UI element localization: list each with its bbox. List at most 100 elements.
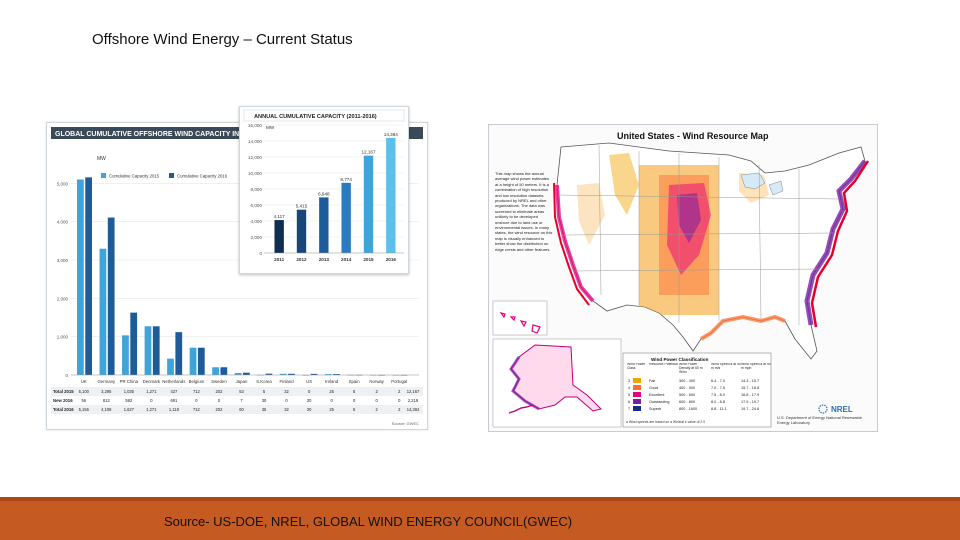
bar-2015-germany	[99, 248, 107, 375]
bar-2016-skorea	[265, 373, 273, 375]
gulf-coast-offshore-band	[699, 314, 786, 341]
legend-speed-ms: 7.0 - 7.5	[711, 386, 725, 390]
x-category-label: Spain	[349, 379, 361, 384]
table-cell: 2,219	[408, 398, 419, 403]
nrel-logo-mark	[818, 404, 828, 414]
west-coast-offshore-edge	[553, 182, 590, 306]
table-cell: 0	[195, 398, 198, 403]
table-cell: 2	[376, 389, 379, 394]
table-cell: 427	[170, 389, 178, 394]
legend-speed-ms: 6.4 - 7.0	[711, 379, 725, 383]
map-description: This map shows the annual average wind p…	[495, 171, 553, 252]
bar-2016-uk	[85, 177, 93, 375]
legend-swatch-class-4	[633, 385, 641, 390]
annual-bar-2011	[274, 220, 284, 253]
annual-y-tick-label: 12,000	[248, 155, 262, 160]
bar-2016-denmark	[152, 326, 160, 375]
table-cell: 2	[398, 407, 401, 412]
annual-bar-2016	[386, 137, 396, 253]
legend-speed-ms: 8.0 - 8.8	[711, 400, 725, 404]
table-cell: 4,108	[101, 407, 112, 412]
table-row	[51, 396, 423, 405]
legend-header: Wind Speed a at 50 m mph	[741, 363, 771, 370]
table-cell: 0	[308, 389, 311, 394]
bar-2016-us	[310, 373, 318, 375]
bar-2015-denmark	[144, 326, 152, 375]
legend-density: 500 - 600	[679, 393, 695, 397]
x-category-label: Germany	[97, 379, 116, 384]
great-lakes-outline	[740, 172, 784, 196]
legend-class: 4	[628, 386, 630, 390]
us-wind-resource-map: United States - Wind Resource Map This m…	[489, 125, 877, 431]
legend-speed-mph: 17.9 - 19.7	[741, 400, 759, 404]
legend-speed-ms: 7.5 - 8.0	[711, 393, 725, 397]
table-cell: 712	[193, 389, 201, 394]
bar-2016-finland	[288, 373, 295, 375]
alaska-inset	[492, 338, 622, 428]
table-cell: 0	[330, 398, 333, 403]
annual-value-label: 6,948	[318, 191, 330, 196]
table-cell: 202	[216, 407, 224, 412]
table-cell: 1,118	[169, 407, 180, 412]
annual-y-tick-label: 8,000	[251, 187, 263, 192]
legend-class: 7	[628, 407, 630, 411]
mountain-wind-region	[609, 153, 639, 215]
plains-outstanding-region	[677, 193, 701, 243]
alaska-wind-band	[509, 356, 540, 411]
legend-speed-mph: 14.3 - 15.7	[741, 379, 759, 383]
table-cell: 1,271	[146, 407, 157, 412]
x-category-label: Finland	[280, 379, 295, 384]
annual-bar-2013	[319, 197, 329, 253]
table-cell: 60	[239, 407, 244, 412]
west-wind-patches	[577, 183, 605, 245]
aleutian-islands	[508, 404, 534, 414]
table-row-label: Total 2016	[53, 407, 74, 412]
east-coast-offshore-band	[804, 159, 867, 326]
bar-2016-ireland	[333, 374, 340, 375]
y-tick-label: 5,000	[57, 181, 69, 186]
table-cell: 0	[218, 398, 221, 403]
wind-power-legend: Wind Power Classification Wind Power Cla…	[622, 352, 772, 428]
legend-swatch-class-6	[633, 399, 641, 404]
annual-bar-2012	[296, 209, 307, 253]
legend-note: a Wind speeds are based on a Weibull k v…	[626, 420, 705, 424]
table-cell: 35	[262, 407, 267, 412]
legend-speed-mph: 15.7 - 16.8	[741, 386, 759, 390]
table-cell: 3,295	[101, 389, 112, 394]
table-cell: 2	[376, 407, 379, 412]
legend-density: 600 - 800	[679, 400, 695, 404]
legend-potential: Superb	[649, 407, 661, 411]
table-cell: 12,167	[407, 389, 420, 394]
table-cell: 7	[240, 398, 243, 403]
y-axis-unit: MW	[97, 156, 106, 162]
table-cell: 25	[329, 407, 334, 412]
annual-bar-2015	[363, 155, 374, 253]
legend-density: 300 - 400	[679, 379, 695, 383]
table-cell: 32	[284, 407, 289, 412]
legend-class: 6	[628, 400, 630, 404]
x-category-label: Norway	[369, 379, 384, 384]
source-citation: Source- US-DOE, NREL, GLOBAL WIND ENERGY…	[164, 514, 573, 529]
bar-2015-ireland	[324, 374, 332, 375]
table-cell: 1,035	[124, 389, 135, 394]
x-category-label: Japan	[236, 379, 248, 384]
annual-x-label: 2013	[319, 257, 330, 262]
annual-y-tick-label: 16,000	[248, 123, 262, 128]
legend-header: Wind Speed a at 50 m m/s	[711, 363, 741, 370]
us-wind-resource-map-panel: United States - Wind Resource Map This m…	[488, 124, 878, 432]
legend-header: Wind Power Density at 50 m W/m²	[679, 363, 703, 374]
bar-2016-belgium	[197, 347, 205, 375]
x-category-label: Belgium	[189, 379, 205, 384]
annual-y-tick-label: 14,000	[248, 139, 262, 144]
x-category-label: Ireland	[325, 379, 339, 384]
annual-chart-title: ANNUAL CUMULATIVE CAPACITY (2011-2016)	[254, 114, 377, 120]
table-cell: 1,627	[124, 407, 135, 412]
annual-title-box	[243, 109, 405, 122]
table-cell: 712	[193, 407, 201, 412]
annual-value-label: 5,415	[296, 204, 308, 209]
table-cell: 32	[284, 389, 289, 394]
x-category-label: Sweden	[211, 379, 227, 384]
annual-y-tick-label: 0	[259, 251, 262, 256]
legend-title: Wind Power Classification	[651, 357, 709, 362]
table-cell: 1,271	[146, 389, 157, 394]
